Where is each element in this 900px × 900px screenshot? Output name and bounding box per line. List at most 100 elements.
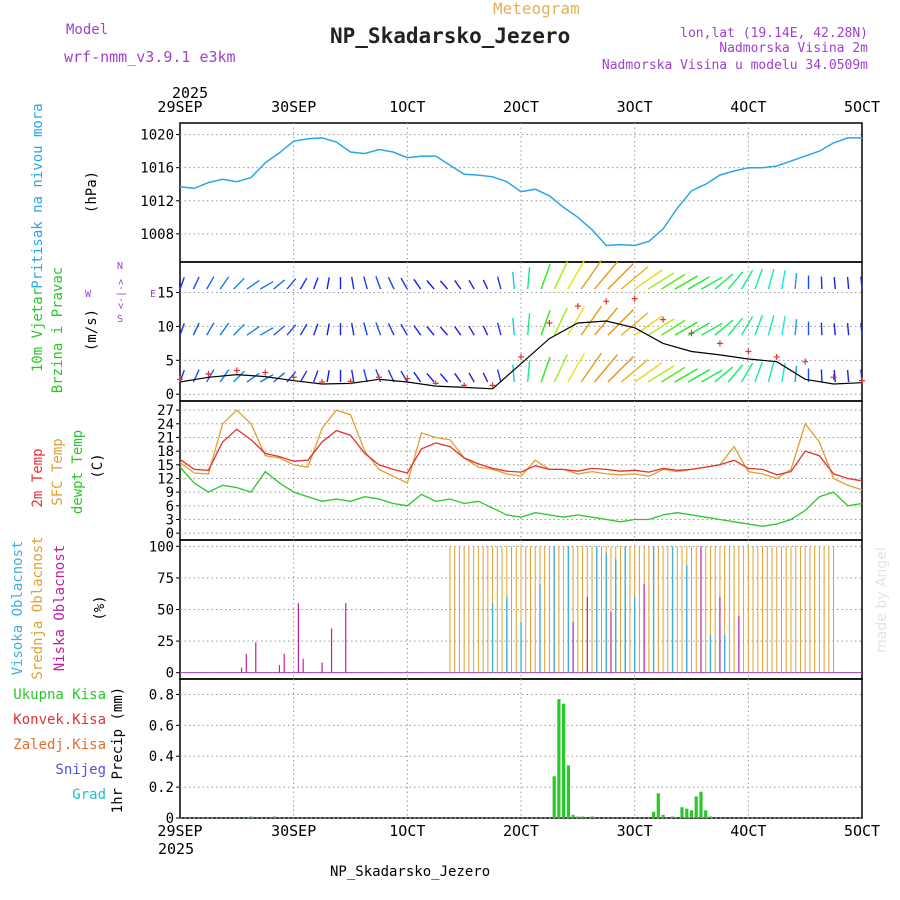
temp-2m-label: 2m Temp bbox=[30, 448, 46, 507]
y-tick-label: 1020 bbox=[140, 128, 174, 144]
y-tick-label: 18 bbox=[157, 444, 174, 460]
wind-arrow bbox=[833, 370, 836, 383]
y-tick-label: 0.6 bbox=[149, 718, 174, 734]
gust-marker bbox=[347, 378, 354, 385]
wind-arrow bbox=[179, 276, 185, 290]
cloud-high-label: Visoka Oblacnost bbox=[10, 541, 26, 676]
y-tick-label: 0 bbox=[166, 666, 174, 682]
wind-arrow bbox=[512, 317, 515, 336]
y-tick-label: 1012 bbox=[140, 194, 174, 210]
wind-arrow bbox=[674, 368, 698, 383]
wind-arrow bbox=[468, 372, 475, 383]
precip-bar bbox=[566, 765, 570, 818]
y-tick-label: 3 bbox=[166, 512, 174, 528]
wind-arrow bbox=[593, 261, 619, 290]
precip-bar bbox=[562, 703, 566, 818]
wind-arrow bbox=[727, 271, 744, 290]
y-tick-label: 9 bbox=[166, 485, 174, 501]
gust-marker bbox=[177, 376, 183, 383]
wind-arrow bbox=[740, 362, 754, 383]
precip-bar bbox=[581, 816, 585, 818]
gust-marker bbox=[233, 367, 240, 374]
gust-marker bbox=[404, 375, 411, 382]
compass-west: W bbox=[85, 289, 92, 300]
wind-arrow bbox=[482, 372, 489, 383]
wind-arrow bbox=[496, 276, 502, 290]
meteogram-label: Meteogram bbox=[493, 0, 580, 18]
wind-arrow bbox=[607, 263, 634, 290]
gust-marker bbox=[660, 316, 667, 323]
y-tick-label: 27 bbox=[157, 403, 174, 419]
wind-arrow bbox=[233, 277, 245, 290]
wind-arrow bbox=[454, 279, 462, 290]
wind-arrow bbox=[553, 307, 568, 336]
top-tick-label: 3OCT bbox=[617, 98, 653, 116]
wind-arrow bbox=[527, 313, 531, 336]
y-tick-label: 50 bbox=[157, 603, 174, 619]
wind-title-1: 10m Vjetar bbox=[30, 288, 46, 372]
precip-bar bbox=[576, 816, 580, 818]
wind-arrow bbox=[273, 279, 286, 290]
model-altitude: Nadmorska Visina u modelu 34.0509m bbox=[602, 58, 868, 73]
precip-bar bbox=[699, 791, 703, 818]
bottom-tick-label: 2OCT bbox=[503, 822, 539, 840]
year-bottom: 2025 bbox=[158, 840, 194, 858]
wind-arrow bbox=[767, 315, 775, 336]
gust-marker bbox=[574, 303, 581, 310]
temp-dewpt-label: dewpt Temp bbox=[70, 430, 86, 514]
y-tick-label: 1016 bbox=[140, 161, 174, 177]
model-name: wrf-nmm_v3.9.1 e3km bbox=[64, 48, 236, 66]
wind-arrow bbox=[727, 317, 744, 336]
cloud-low-label: Niska Oblacnost bbox=[52, 545, 68, 671]
wind-arrow bbox=[647, 272, 675, 290]
bottom-tick-label: 5OCT bbox=[844, 822, 880, 840]
wind-arrow bbox=[781, 269, 786, 290]
y-tick-label: 0 bbox=[166, 811, 174, 827]
compass-north: N bbox=[117, 261, 123, 272]
y-tick-label: 5 bbox=[166, 353, 174, 369]
wind-arrow bbox=[820, 369, 823, 383]
wind-arrow bbox=[860, 276, 863, 290]
temp-2m-line bbox=[179, 428, 863, 482]
wind-arrow bbox=[179, 323, 185, 336]
wind-arrow bbox=[634, 362, 663, 383]
wind-arrow bbox=[482, 279, 489, 290]
wind-arrow bbox=[400, 277, 408, 290]
bottom-tick-label: 3OCT bbox=[617, 822, 653, 840]
bottom-tick-label: 30SEP bbox=[271, 822, 316, 840]
wind-arrow bbox=[647, 365, 675, 383]
wind-arrow bbox=[620, 312, 649, 336]
wind-arrow bbox=[687, 368, 710, 383]
wind-arrow bbox=[767, 268, 775, 290]
wind-arrow bbox=[326, 277, 330, 290]
wind-arrow bbox=[794, 273, 798, 290]
bottom-tick-label: 4OCT bbox=[730, 822, 766, 840]
gust-marker bbox=[631, 295, 638, 302]
gust-marker bbox=[262, 369, 269, 376]
wind-arrow bbox=[219, 276, 230, 290]
y-tick-label: 75 bbox=[157, 571, 174, 587]
wind-unit: (m/s) bbox=[84, 309, 100, 351]
y-tick-label: 1008 bbox=[140, 227, 174, 243]
wind-arrow bbox=[468, 325, 475, 336]
wind-arrow bbox=[674, 321, 698, 336]
wind-arrow bbox=[607, 309, 634, 336]
precip-bar bbox=[571, 814, 575, 818]
temp-sfc-label: SFC Temp bbox=[50, 438, 66, 505]
wind-arrow bbox=[206, 322, 215, 336]
precip-bar bbox=[685, 808, 689, 818]
y-tick-label: 24 bbox=[157, 417, 174, 433]
wind-arrow bbox=[620, 266, 649, 290]
gust-marker bbox=[290, 374, 297, 381]
dewpt-line bbox=[179, 466, 863, 527]
wind-arrow bbox=[454, 326, 462, 336]
wind-arrow bbox=[701, 322, 723, 336]
wind-arrow bbox=[846, 276, 850, 290]
wind-arrow bbox=[634, 269, 663, 290]
y-tick-label: 6 bbox=[166, 499, 174, 515]
precip-bar bbox=[680, 807, 684, 818]
wind-arrow bbox=[206, 369, 215, 383]
y-tick-label: 0.2 bbox=[149, 780, 174, 796]
wind-arrow bbox=[259, 373, 274, 383]
